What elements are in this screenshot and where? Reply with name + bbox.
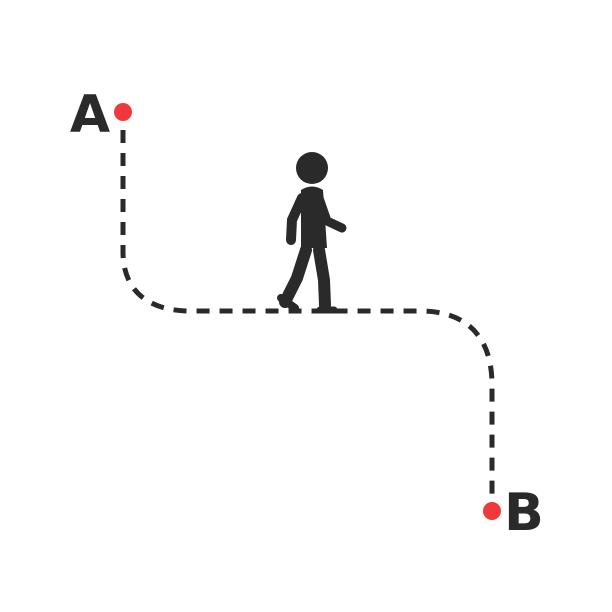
walking-person-front-arm (314, 193, 347, 233)
walking-person-front-leg (313, 244, 331, 311)
walking-person-head (296, 152, 328, 184)
end-point-label: B (504, 483, 544, 543)
walking-person-back-foot (277, 294, 299, 312)
start-point-label: A (70, 85, 110, 145)
start-point-marker (114, 103, 132, 121)
end-point-marker (483, 502, 501, 520)
walking-person-back-leg (279, 244, 312, 308)
walking-person-icon (277, 152, 347, 314)
dashed-route-path (120, 130, 495, 498)
walking-person-back-arm (286, 193, 307, 245)
